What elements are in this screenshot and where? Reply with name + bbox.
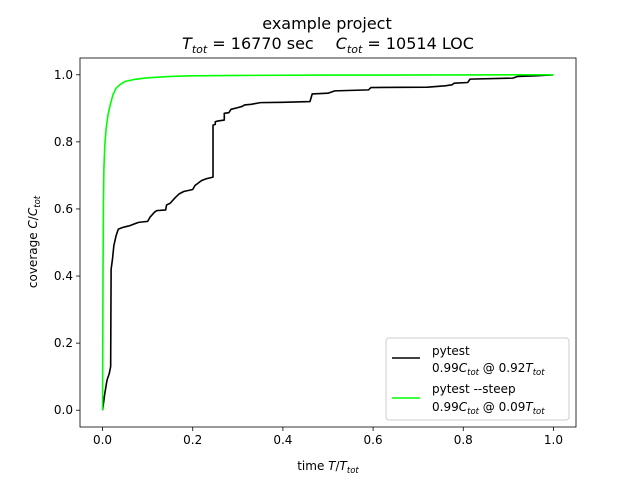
title-t-symbol: T <box>182 34 193 53</box>
tick-layer: 0.0 0.2 0.4 0.6 0.8 1.0 0.0 0.2 0.4 0.6 0.8 1.0 <box>54 68 563 447</box>
legend-stat-pytest-steep: 0.99Ctot @ 0.09Ttot <box>432 400 545 417</box>
x-tick-label: 0.2 <box>183 433 202 447</box>
legend-label-pytest: pytest <box>432 344 470 358</box>
title-t-value: = 16770 sec <box>207 34 314 53</box>
chart-title-line1: example project <box>262 14 391 33</box>
y-tick-label: 0.6 <box>54 202 73 216</box>
series-line-pytest <box>101 73 554 411</box>
y-tick-label: 0.0 <box>54 403 73 417</box>
legend-stat-pytest: 0.99Ctot @ 0.92Ttot <box>432 361 545 378</box>
legend: pytest 0.99Ctot @ 0.92Ttot pytest --stee… <box>385 337 570 421</box>
y-tick-label: 0.2 <box>54 336 73 350</box>
x-tick-label: 0.6 <box>364 433 383 447</box>
chart-title-line2: Ttot = 16770 sec Ctot = 10514 LOC <box>182 34 474 56</box>
x-tick-label: 0.8 <box>454 433 473 447</box>
y-tick-label: 1.0 <box>54 68 73 82</box>
series-line-pytest-steep <box>101 73 554 411</box>
y-tick-label: 0.4 <box>54 269 73 283</box>
legend-label-pytest-steep: pytest --steep <box>432 382 516 396</box>
x-tick-label: 1.0 <box>544 433 563 447</box>
x-tick-label: 0.4 <box>273 433 292 447</box>
y-axis-label: coverage C/Ctot <box>26 195 43 288</box>
title-c-subscript: tot <box>347 43 363 56</box>
x-tick-label: 0.0 <box>93 433 112 447</box>
y-tick-label: 0.8 <box>54 135 73 149</box>
title-c-symbol: C <box>336 34 348 53</box>
title-c-value: = 10514 LOC <box>362 34 474 53</box>
plot-frame <box>79 57 577 428</box>
series-layer <box>101 73 554 411</box>
x-axis-label: time T/Ttot <box>297 459 359 476</box>
title-t-subscript: tot <box>192 43 208 56</box>
legend-box <box>385 337 570 421</box>
